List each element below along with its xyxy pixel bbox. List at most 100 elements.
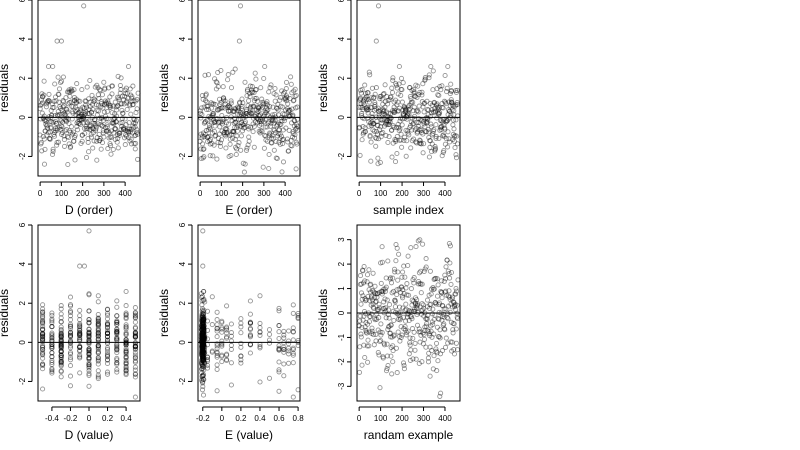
data-point [429, 107, 435, 113]
data-point [133, 140, 139, 146]
data-point [123, 349, 129, 355]
data-point [61, 143, 68, 149]
data-point [114, 346, 120, 352]
data-point [200, 345, 206, 351]
data-point [121, 125, 127, 131]
data-point [418, 118, 424, 124]
data-point [111, 117, 117, 123]
data-point [437, 117, 443, 123]
data-point [208, 105, 214, 111]
data-point [377, 107, 383, 113]
data-point [85, 135, 91, 142]
data-point [104, 324, 111, 330]
data-point [78, 116, 84, 122]
data-point [102, 113, 109, 119]
data-point [114, 328, 120, 334]
data-point [367, 72, 373, 78]
data-point [418, 332, 424, 338]
data-point [58, 352, 64, 358]
data-point [283, 95, 289, 101]
data-point [412, 127, 418, 133]
data-point [420, 104, 426, 110]
data-point [58, 306, 64, 312]
data-point [199, 135, 205, 141]
data-point [398, 115, 404, 121]
data-point [278, 115, 284, 121]
data-point [253, 87, 259, 93]
data-point [214, 362, 220, 368]
data-point [389, 127, 395, 133]
data-point [199, 342, 205, 348]
data-point [86, 291, 92, 297]
data-point [58, 319, 64, 325]
data-point [424, 297, 431, 303]
data-point [238, 120, 244, 126]
data-point [364, 107, 370, 113]
x-tick-label: 0 [198, 189, 203, 198]
data-point [132, 310, 138, 316]
data-point [432, 144, 438, 150]
data-point [200, 316, 206, 322]
data-point [445, 316, 451, 322]
data-point [198, 339, 205, 346]
data-point [432, 148, 438, 154]
data-point [229, 129, 235, 135]
data-point [232, 124, 238, 130]
data-point [49, 343, 55, 350]
data-point [360, 280, 367, 286]
data-point [107, 104, 113, 110]
data-point [382, 296, 388, 302]
data-point [109, 83, 116, 89]
data-point [86, 351, 92, 357]
data-point [209, 140, 215, 147]
data-point [206, 134, 212, 140]
data-point [218, 119, 224, 125]
data-point [219, 121, 225, 127]
data-point [67, 329, 74, 335]
data-point [94, 138, 100, 144]
data-point [115, 103, 121, 109]
data-point [130, 102, 136, 108]
data-point [77, 98, 83, 104]
data-point [96, 138, 102, 144]
data-point [56, 112, 63, 118]
data-point [209, 322, 215, 328]
data-point [77, 355, 83, 361]
data-point [200, 373, 206, 379]
data-point [64, 134, 71, 140]
data-point [384, 341, 390, 347]
data-point [358, 90, 364, 96]
y-tick-label: -2 [178, 377, 187, 385]
data-point [73, 100, 79, 106]
data-point [123, 316, 129, 322]
data-point [452, 103, 458, 109]
data-point [381, 299, 387, 305]
data-point [290, 329, 296, 335]
data-point [66, 100, 73, 106]
data-point [114, 337, 120, 343]
data-point [417, 339, 423, 345]
data-point [58, 127, 64, 133]
data-point [393, 124, 399, 130]
data-point [86, 339, 92, 345]
data-point [363, 94, 369, 100]
data-point [204, 134, 210, 140]
data-point [198, 326, 204, 332]
data-point [215, 84, 221, 90]
data-point [114, 318, 120, 324]
data-point [95, 121, 101, 127]
data-point [381, 91, 387, 97]
data-point [207, 153, 213, 159]
x-axis-title: D (order) [65, 203, 113, 217]
data-point [76, 109, 82, 116]
data-point [203, 91, 209, 97]
data-point [419, 99, 425, 105]
data-point [224, 130, 230, 136]
data-point [58, 334, 64, 340]
data-point [424, 116, 430, 122]
data-point [434, 115, 440, 121]
data-point [41, 136, 47, 142]
data-point [209, 130, 215, 136]
data-point [387, 115, 393, 121]
data-point [114, 329, 120, 335]
